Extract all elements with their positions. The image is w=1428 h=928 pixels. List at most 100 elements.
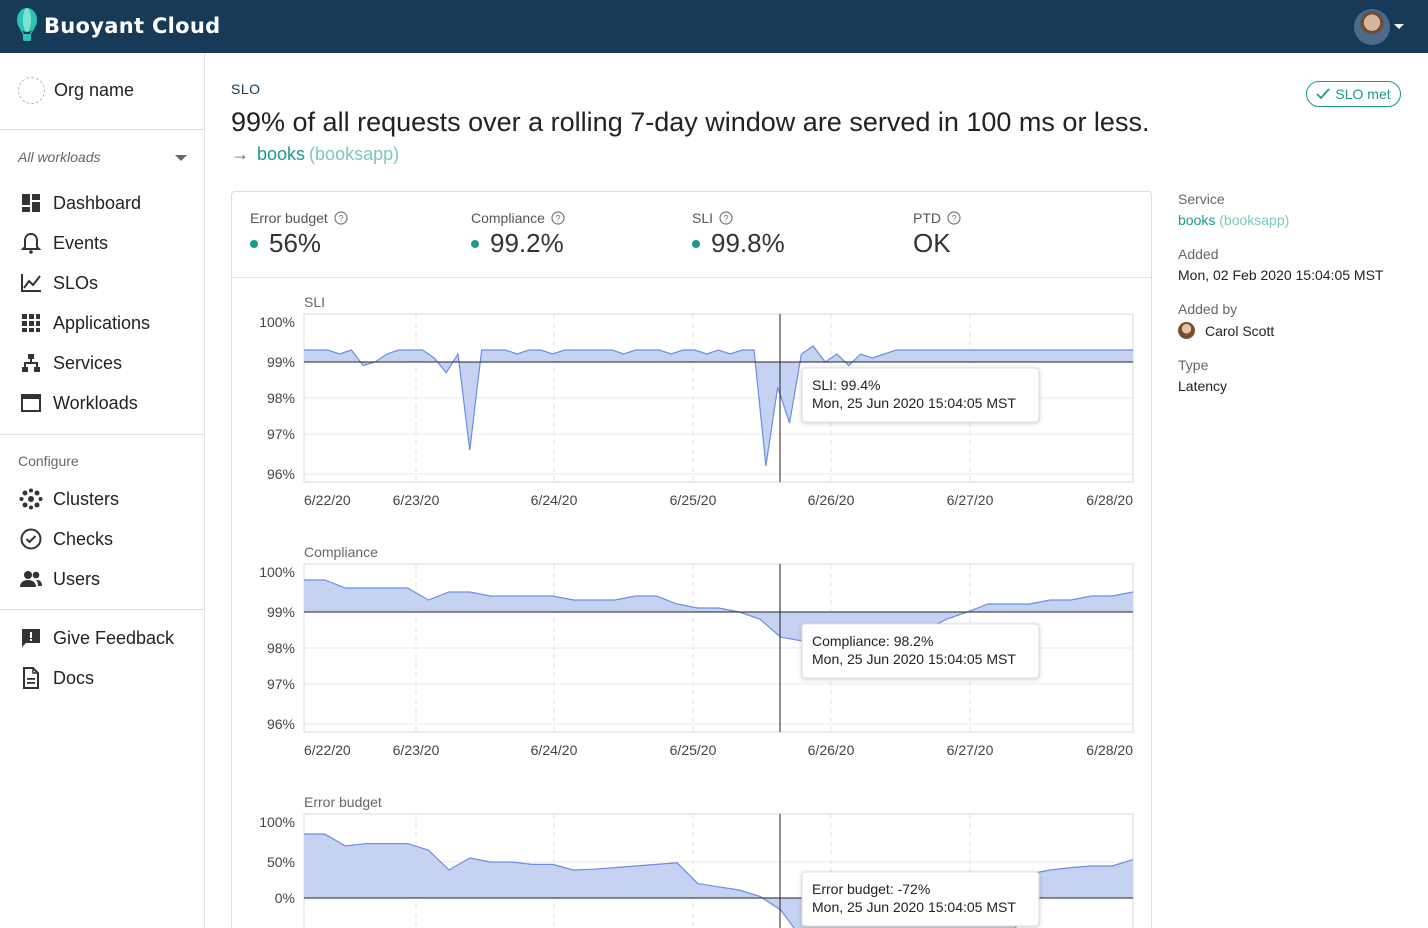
stat-label: Compliance bbox=[471, 210, 545, 226]
y-tick-label: 100% bbox=[259, 814, 295, 830]
nav-users[interactable]: Users bbox=[18, 565, 100, 593]
tooltip-box bbox=[801, 623, 1040, 679]
nav-label: Applications bbox=[53, 312, 151, 333]
svg-text:?: ? bbox=[951, 214, 956, 224]
x-tick-label: 6/27/20 bbox=[947, 742, 994, 758]
users-icon bbox=[18, 566, 44, 592]
window-icon bbox=[18, 390, 44, 416]
nav-clusters[interactable]: Clusters bbox=[18, 485, 119, 513]
org-avatar-placeholder bbox=[18, 77, 45, 104]
x-tick-label: 6/23/20 bbox=[393, 742, 440, 758]
top-bar: Buoyant Cloud bbox=[0, 0, 1428, 53]
stats-row: Error budget ? 56% Compliance ? 99.2% SL… bbox=[232, 192, 1151, 278]
x-tick-label: 6/28/20 bbox=[1086, 742, 1133, 758]
chart-title: Error budget bbox=[304, 794, 382, 810]
bell-icon bbox=[18, 230, 44, 256]
x-tick-label: 6/25/20 bbox=[670, 742, 717, 758]
tooltip-box bbox=[801, 367, 1040, 423]
document-icon bbox=[18, 665, 44, 691]
svg-text:?: ? bbox=[724, 214, 729, 224]
user-avatar[interactable] bbox=[1354, 9, 1390, 45]
chart-title: SLI bbox=[304, 294, 325, 310]
type-label: Type bbox=[1178, 357, 1209, 373]
x-tick-label: 6/25/20 bbox=[670, 492, 717, 508]
chevron-down-icon[interactable] bbox=[1394, 24, 1404, 29]
stat-label: SLI bbox=[692, 210, 714, 226]
compliance-chart[interactable]: Compliance 100% 99% 98% 97% 96% 6/22/20 6/23/20… bbox=[232, 542, 1151, 792]
app-logo[interactable]: Buoyant Cloud bbox=[16, 8, 220, 44]
chart-line-icon bbox=[18, 270, 44, 296]
y-tick-label: 97% bbox=[267, 676, 295, 692]
y-tick-label: 96% bbox=[267, 466, 295, 482]
nav-slos[interactable]: SLOs bbox=[18, 269, 98, 297]
nav-workloads[interactable]: Workloads bbox=[18, 389, 138, 417]
nav-label: Services bbox=[53, 352, 123, 373]
chart-tooltip: SLI: 99.4% Mon, 25 Jun 2020 15:04:05 MST bbox=[801, 367, 1040, 423]
error-budget-chart[interactable]: Error budget 100% 50% 0% Error budget: -72% M… bbox=[232, 792, 1151, 928]
hierarchy-icon bbox=[18, 350, 44, 376]
tooltip-date: Mon, 25 Jun 2020 15:04:05 MST bbox=[812, 651, 1016, 667]
nav-label: Dashboard bbox=[53, 192, 142, 213]
chart-tooltip: Error budget: -72% Mon, 25 Jun 2020 15:04… bbox=[801, 871, 1040, 927]
nav-docs[interactable]: Docs bbox=[18, 664, 94, 692]
stat-label: Error budget bbox=[250, 210, 328, 226]
x-tick-label: 6/26/20 bbox=[808, 742, 855, 758]
service-name: books bbox=[1178, 212, 1216, 228]
nav-dashboard[interactable]: Dashboard bbox=[18, 189, 141, 217]
sli-chart[interactable]: SLI 100% 99% 98% 97% 96% 6/22/20 6/23/20 6/24/20… bbox=[232, 292, 1151, 542]
nav-label: Users bbox=[53, 568, 101, 589]
y-tick-label: 100% bbox=[259, 314, 295, 330]
divider bbox=[0, 129, 204, 130]
help-icon[interactable]: ? bbox=[551, 211, 565, 225]
added-by-value: Carol Scott bbox=[1205, 322, 1275, 339]
workload-filter-dropdown[interactable]: All workloads bbox=[18, 149, 190, 169]
x-tick-label: 6/24/20 bbox=[531, 492, 578, 508]
org-selector[interactable]: Org name bbox=[18, 77, 134, 104]
y-tick-label: 96% bbox=[267, 716, 295, 732]
service-namespace: (booksapp) bbox=[1219, 212, 1290, 228]
y-tick-label: 98% bbox=[267, 640, 295, 656]
slo-details-panel: Service books (booksapp) Added Mon, 02 F… bbox=[1178, 191, 1418, 412]
tooltip-box bbox=[801, 871, 1040, 927]
nav-label: Give Feedback bbox=[53, 627, 175, 648]
page-title: 99% of all requests over a rolling 7-day… bbox=[231, 107, 1150, 137]
balloon-icon bbox=[17, 8, 37, 41]
nav-label: Events bbox=[53, 232, 109, 253]
nav-label: SLOs bbox=[53, 272, 99, 293]
section-heading-configure: Configure bbox=[18, 453, 79, 469]
avatar bbox=[1178, 322, 1195, 339]
stat-sli: SLI ? 99.8% bbox=[692, 210, 785, 259]
status-badge: SLO met bbox=[1306, 81, 1401, 107]
x-tick-label: 6/28/20 bbox=[1086, 492, 1133, 508]
help-icon[interactable]: ? bbox=[334, 211, 348, 225]
series-line bbox=[304, 345, 1133, 467]
tooltip-date: Mon, 25 Jun 2020 15:04:05 MST bbox=[812, 395, 1016, 411]
page-tag: SLO bbox=[231, 81, 261, 97]
divider bbox=[0, 609, 204, 610]
svg-text:?: ? bbox=[338, 214, 343, 224]
nav-applications[interactable]: Applications bbox=[18, 309, 150, 337]
status-badge-label: SLO met bbox=[1335, 86, 1391, 102]
nav-give-feedback[interactable]: Give Feedback bbox=[18, 624, 174, 652]
help-icon[interactable]: ? bbox=[719, 211, 733, 225]
tooltip-value: SLI: 99.4% bbox=[812, 377, 881, 393]
target-service-link[interactable]: → books (booksapp) bbox=[231, 144, 399, 165]
stat-value: 99.8% bbox=[711, 228, 785, 258]
added-by-user: Carol Scott bbox=[1178, 322, 1418, 339]
nav-services[interactable]: Services bbox=[18, 349, 122, 377]
service-link[interactable]: books (booksapp) bbox=[1178, 212, 1418, 228]
stat-ptd: PTD ? OK bbox=[913, 210, 961, 259]
app-title: Buoyant Cloud bbox=[44, 14, 221, 38]
status-dot bbox=[250, 239, 258, 248]
x-tick-label: 6/26/20 bbox=[808, 492, 855, 508]
x-tick-label: 6/24/20 bbox=[531, 742, 578, 758]
tooltip-value: Compliance: 98.2% bbox=[812, 633, 933, 649]
chart-title: Compliance bbox=[304, 544, 378, 560]
nav-events[interactable]: Events bbox=[18, 229, 108, 257]
stat-value: OK bbox=[913, 228, 951, 258]
help-icon[interactable]: ? bbox=[947, 211, 961, 225]
nav-checks[interactable]: Checks bbox=[18, 525, 113, 553]
type-value: Latency bbox=[1178, 378, 1228, 394]
dashboard-icon bbox=[18, 190, 44, 216]
tooltip-date: Mon, 25 Jun 2020 15:04:05 MST bbox=[812, 899, 1016, 915]
